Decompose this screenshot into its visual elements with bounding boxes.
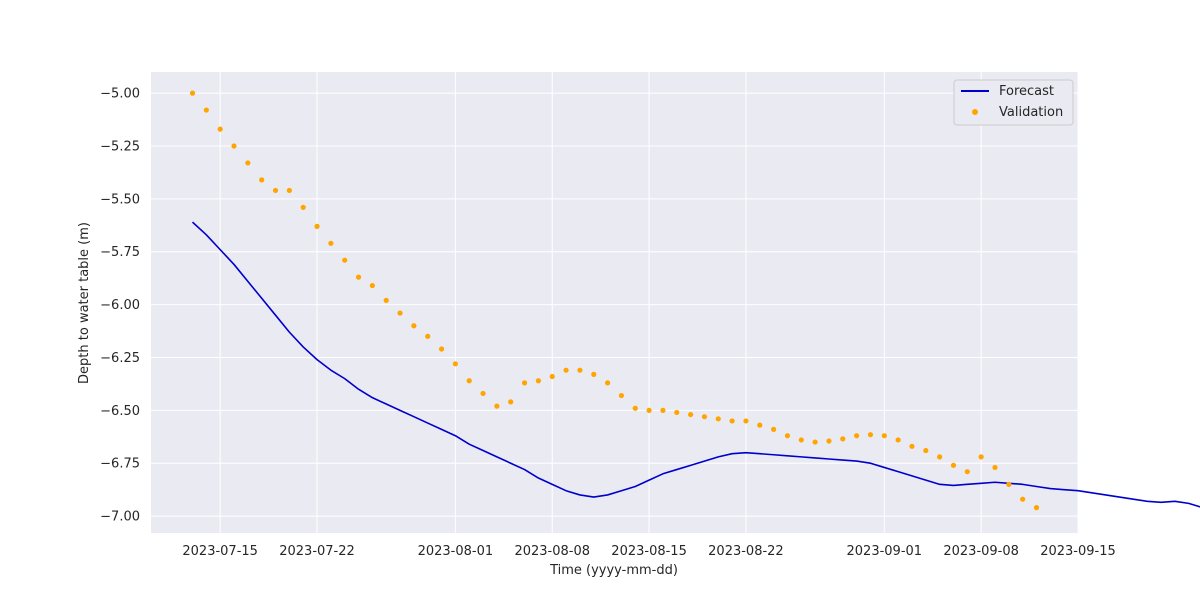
validation-point [383, 297, 389, 303]
validation-point [591, 371, 597, 377]
validation-point [937, 454, 943, 460]
validation-point [881, 433, 887, 439]
validation-point [660, 407, 666, 413]
x-tick-label: 2023-07-22 [279, 544, 355, 559]
y-tick-label: −5.00 [100, 87, 140, 102]
validation-point [272, 187, 279, 194]
x-tick-label: 2023-08-01 [418, 544, 494, 559]
validation-point [632, 405, 638, 411]
forecast-line [191, 221, 1200, 508]
y-tick-label: −5.50 [100, 192, 140, 207]
legend-validation-label: Validation [999, 105, 1063, 120]
y-axis-label: Depth to water table (m) [77, 222, 92, 384]
validation-point [521, 380, 528, 386]
validation-point [563, 367, 569, 373]
y-axis-ticks: −5.00 −5.25 −5.50 −5.75 −6.00 −6.25 −6.50 −6.75… [100, 87, 140, 525]
validation-point [771, 426, 777, 432]
validation-point [494, 403, 500, 409]
validation-point [425, 333, 431, 339]
legend-validation-swatch [972, 109, 978, 115]
x-axis-label: Time (yyyy-mm-dd) [549, 563, 678, 578]
validation-point [854, 433, 860, 439]
validation-point [466, 378, 472, 384]
validation-point [798, 437, 804, 443]
validation-point [452, 361, 458, 367]
validation-point [895, 437, 901, 443]
validation-point [328, 240, 334, 246]
y-tick-label: −6.25 [100, 351, 140, 366]
validation-point [355, 274, 362, 280]
x-tick-label: 2023-08-08 [514, 544, 590, 559]
x-tick-label: 2023-09-08 [943, 544, 1019, 559]
series-layer [189, 90, 1200, 511]
validation-point [688, 411, 694, 418]
validation-point [480, 390, 486, 397]
validation-point [1006, 481, 1012, 487]
validation-point [701, 414, 708, 420]
validation-point [314, 223, 320, 229]
x-tick-label: 2023-09-01 [847, 544, 923, 559]
validation-point [549, 373, 555, 380]
validation-point [300, 204, 306, 210]
validation-point [867, 432, 874, 438]
validation-point [508, 399, 514, 405]
x-tick-label: 2023-08-22 [708, 544, 784, 559]
validation-point [231, 143, 237, 149]
validation-point [784, 433, 791, 439]
validation-point [342, 257, 348, 263]
x-gridlines [219, 72, 1079, 533]
validation-point [729, 418, 735, 424]
validation-point [217, 126, 223, 132]
validation-point [964, 469, 970, 475]
x-axis-ticks: 2023-07-15 2023-07-22 2023-08-01 2023-08-08… [182, 544, 1115, 559]
validation-point [757, 422, 763, 428]
validation-point [743, 418, 749, 424]
validation-point [535, 378, 542, 384]
validation-point [369, 282, 375, 289]
validation-point [1033, 505, 1040, 511]
validation-point [245, 160, 251, 166]
validation-point [909, 443, 915, 449]
y-tick-label: −6.50 [100, 404, 140, 419]
validation-point [259, 177, 265, 183]
validation-point [715, 416, 721, 422]
validation-point [577, 367, 583, 373]
legend: Forecast Validation [953, 79, 1074, 126]
y-gridlines [151, 92, 1078, 517]
x-tick-label: 2023-09-15 [1040, 544, 1116, 559]
plot-background [151, 72, 1078, 533]
validation-point [286, 187, 292, 194]
validation-point [840, 436, 846, 442]
validation-point [397, 310, 403, 316]
validation-point [1020, 496, 1026, 502]
validation-point [826, 438, 832, 444]
validation-point [203, 107, 209, 113]
y-tick-label: −5.75 [100, 245, 140, 260]
validation-point [438, 346, 445, 352]
validation-point [950, 462, 957, 468]
y-tick-label: −7.00 [100, 510, 140, 525]
validation-point [604, 380, 611, 386]
legend-forecast-label: Forecast [999, 84, 1054, 99]
y-tick-label: −6.75 [100, 457, 140, 472]
x-tick-label: 2023-07-15 [182, 544, 258, 559]
validation-point [646, 407, 652, 413]
validation-point [189, 90, 196, 96]
y-tick-label: −6.00 [100, 298, 140, 313]
validation-point [978, 454, 984, 460]
validation-point [992, 464, 998, 471]
validation-point [618, 392, 625, 399]
validation-point [674, 409, 680, 416]
validation-point [411, 323, 417, 329]
validation-point [812, 439, 818, 445]
x-tick-label: 2023-08-15 [611, 544, 687, 559]
validation-point [923, 447, 929, 454]
y-tick-label: −5.25 [100, 140, 140, 155]
